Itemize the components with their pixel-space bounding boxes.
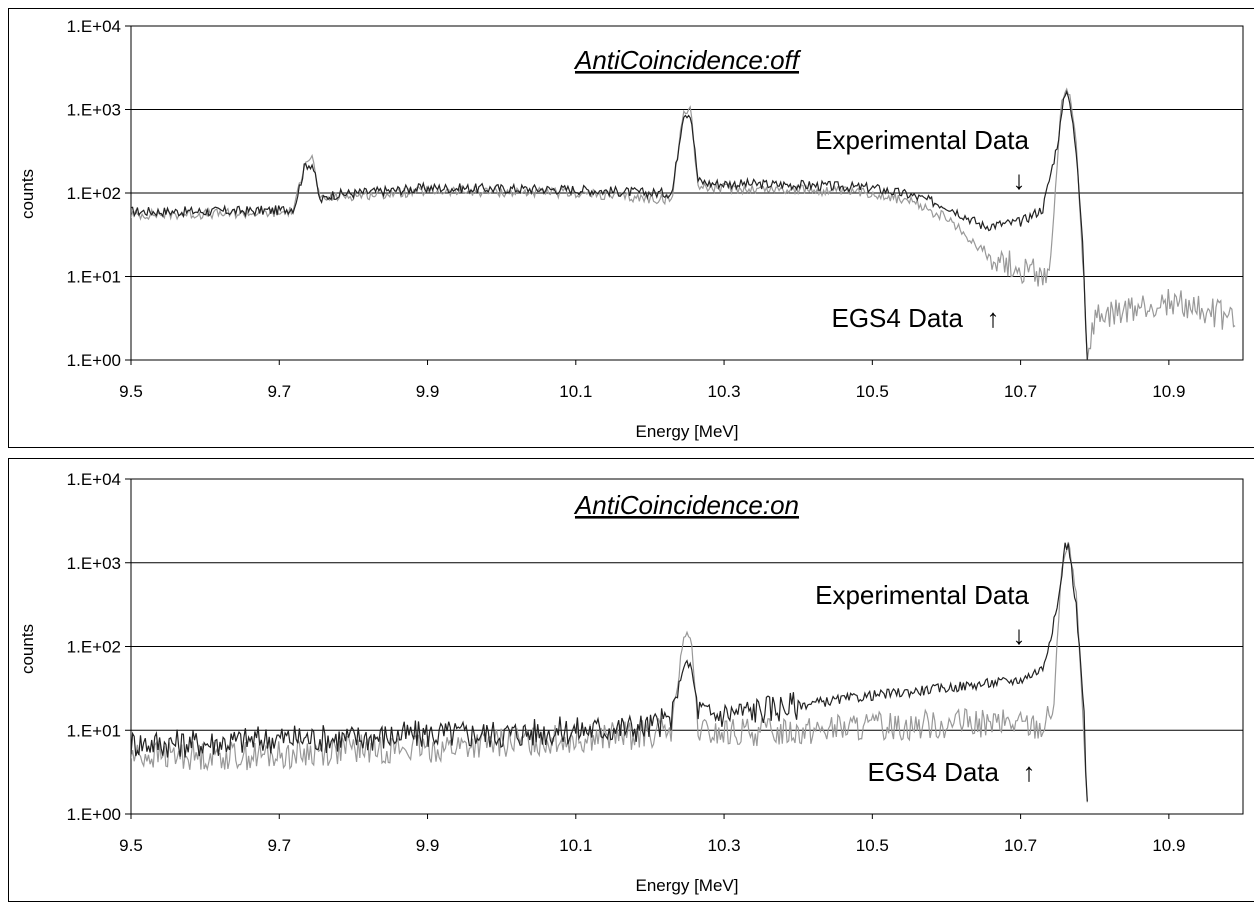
chart-off-svg: 1.E+00 1.E+01 1.E+02 1.E+03 1.E+04 9.5 9.7 9.9 1… bbox=[18, 17, 1244, 441]
x-tick-label: 9.5 bbox=[119, 836, 143, 855]
y-tick-label: 1.E+00 bbox=[67, 351, 121, 370]
x-axis-label: Energy [MeV] bbox=[636, 876, 739, 895]
x-axis-label: Energy [MeV] bbox=[636, 422, 739, 441]
x-tick-label: 10.9 bbox=[1152, 382, 1185, 401]
series-experimental-line bbox=[131, 542, 1088, 802]
x-tick-label: 10.9 bbox=[1152, 836, 1185, 855]
y-tick-label: 1.E+00 bbox=[67, 805, 121, 824]
chart-on-svg: 1.E+00 1.E+01 1.E+02 1.E+03 1.E+04 9.5 9.7 9.9 1… bbox=[18, 470, 1244, 895]
annotation-experimental-arrow: ↓ bbox=[1013, 165, 1026, 195]
y-tick-label: 1.E+04 bbox=[67, 470, 121, 489]
annotation-experimental-arrow: ↓ bbox=[1013, 620, 1026, 650]
series-egs4-line bbox=[131, 541, 1088, 803]
annotation-experimental-label: Experimental Data bbox=[815, 125, 1029, 155]
chart-title: AntiCoincidence:off bbox=[573, 45, 802, 75]
x-tick-label: 10.5 bbox=[856, 836, 889, 855]
y-tick-label: 1.E+03 bbox=[67, 554, 121, 573]
x-tick-label: 10.5 bbox=[856, 382, 889, 401]
annotation-egs4-arrow: ↑ bbox=[987, 303, 1000, 333]
x-tick-label: 9.7 bbox=[267, 382, 291, 401]
y-tick-label: 1.E+03 bbox=[67, 101, 121, 120]
series-experimental-line bbox=[131, 90, 1088, 360]
chart-panel-off: 1.E+00 1.E+01 1.E+02 1.E+03 1.E+04 9.5 9.7 9.9 1… bbox=[8, 8, 1254, 448]
chart-title: AntiCoincidence:on bbox=[573, 490, 799, 520]
y-axis-label: counts bbox=[18, 624, 37, 674]
x-tick-label: 10.7 bbox=[1004, 836, 1037, 855]
y-tick-label: 1.E+02 bbox=[67, 184, 121, 203]
x-tick-label: 9.7 bbox=[267, 836, 291, 855]
x-tick-label: 10.7 bbox=[1004, 382, 1037, 401]
annotation-egs4-arrow: ↑ bbox=[1023, 757, 1036, 787]
y-tick-label: 1.E+01 bbox=[67, 268, 121, 287]
annotation-egs4-label: EGS4 Data bbox=[831, 303, 963, 333]
annotation-experimental-label: Experimental Data bbox=[815, 580, 1029, 610]
y-tick-label: 1.E+02 bbox=[67, 638, 121, 657]
y-tick-label: 1.E+01 bbox=[67, 721, 121, 740]
x-tick-label: 10.3 bbox=[708, 836, 741, 855]
x-tick-label: 9.9 bbox=[416, 382, 440, 401]
x-tick-label: 10.1 bbox=[559, 382, 592, 401]
series-egs4-line bbox=[131, 87, 1236, 360]
x-tick-label: 9.9 bbox=[416, 836, 440, 855]
x-tick-label: 9.5 bbox=[119, 382, 143, 401]
x-tick-label: 10.1 bbox=[559, 836, 592, 855]
y-axis-label: counts bbox=[18, 169, 37, 219]
annotation-egs4-label: EGS4 Data bbox=[867, 757, 999, 787]
y-tick-label: 1.E+04 bbox=[67, 17, 121, 36]
chart-panel-on: 1.E+00 1.E+01 1.E+02 1.E+03 1.E+04 9.5 9.7 9.9 1… bbox=[8, 458, 1254, 902]
x-tick-label: 10.3 bbox=[708, 382, 741, 401]
